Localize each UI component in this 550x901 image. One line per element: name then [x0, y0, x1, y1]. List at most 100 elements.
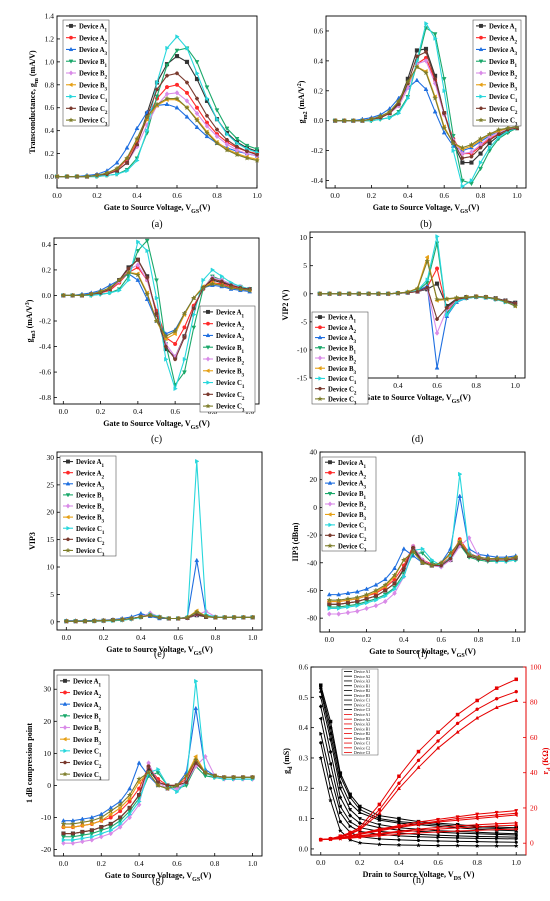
- legend-label: Device C3: [338, 543, 367, 553]
- data-point: [494, 824, 499, 828]
- data-point: [413, 63, 420, 70]
- data-point: [414, 285, 421, 292]
- data-point: [60, 820, 67, 827]
- y-tick-label: 0.3: [299, 753, 309, 762]
- data-point: [359, 117, 366, 124]
- chart-panel-g: 0.0 0.2 0.4 0.6 0.8 1.0 -20 -10 0 10 20 30 Gate to S…: [25, 669, 263, 886]
- data-point: [460, 184, 466, 189]
- x-tick-label: 0.2: [92, 191, 102, 200]
- y-right-tick-label: 40: [530, 768, 538, 777]
- data-point: [494, 843, 500, 849]
- data-point: [453, 294, 460, 301]
- data-point: [91, 617, 98, 624]
- data-point: [204, 133, 210, 139]
- plot-frame: [319, 451, 526, 633]
- x-tick-label: 0.8: [210, 859, 220, 868]
- data-point: [434, 266, 440, 271]
- legend-label: Device A3: [79, 47, 107, 57]
- data-point: [126, 266, 131, 271]
- data-point: [61, 837, 67, 843]
- data-point: [514, 836, 519, 842]
- legend-label: Device C1: [328, 376, 357, 386]
- data-point: [428, 562, 435, 569]
- data-point: [395, 98, 402, 104]
- data-point: [175, 615, 182, 622]
- x-tick-label: 1.0: [248, 859, 258, 868]
- data-point: [382, 598, 388, 605]
- data-point: [155, 782, 161, 788]
- data-point: [350, 117, 357, 124]
- data-point: [328, 761, 332, 767]
- data-point: [416, 749, 421, 754]
- data-point: [220, 273, 225, 279]
- data-point: [145, 275, 150, 280]
- y-tick-label: 30: [44, 685, 52, 694]
- x-tick-label: 0.6: [432, 381, 442, 390]
- data-point: [154, 87, 160, 92]
- data-point: [372, 587, 379, 593]
- legend-label: Device C2: [338, 533, 367, 543]
- data-point: [184, 104, 190, 111]
- data-point: [318, 741, 323, 745]
- data-point: [164, 73, 170, 78]
- data-point: [61, 840, 66, 846]
- data-point: [144, 238, 150, 244]
- legend-label: Device B1: [338, 491, 366, 501]
- legend-label: Device A2: [216, 321, 244, 331]
- data-point: [224, 138, 230, 142]
- data-point: [182, 335, 187, 340]
- x-tick-label: 0.2: [362, 635, 372, 644]
- data-point: [432, 32, 438, 37]
- data-point: [80, 835, 86, 841]
- data-point: [174, 95, 180, 102]
- data-point: [89, 821, 94, 827]
- data-point: [460, 160, 465, 165]
- legend-label: Device A1: [354, 670, 370, 674]
- data-point: [109, 617, 116, 623]
- data-point: [182, 370, 187, 375]
- data-point: [496, 132, 501, 136]
- data-point: [475, 707, 479, 712]
- legend-marker: [206, 309, 210, 314]
- x-axis-label: Gate to Source Voltage, VGS(V): [105, 871, 212, 883]
- x-tick-label: 0.4: [399, 635, 409, 644]
- x-tick-label: 0.0: [325, 635, 335, 644]
- legend-label: Device A3: [76, 481, 104, 491]
- legend-label: Device C1: [76, 526, 105, 536]
- legend-marker: [68, 46, 74, 52]
- data-point: [357, 840, 363, 846]
- data-point: [231, 614, 238, 620]
- data-point: [434, 365, 440, 370]
- data-point: [396, 825, 401, 830]
- legend-label: Device B2: [354, 689, 370, 693]
- x-tick-label: 0.8: [472, 858, 482, 867]
- y-axis-label: Transconductance, gm (mA/V): [28, 50, 40, 154]
- x-tick-label: 0.0: [330, 191, 340, 200]
- data-point: [373, 602, 379, 609]
- data-point: [224, 126, 230, 132]
- data-point: [514, 698, 519, 702]
- data-point: [154, 295, 160, 301]
- data-point: [475, 698, 479, 703]
- legend-label: Device B1: [354, 684, 370, 688]
- data-point: [156, 614, 163, 620]
- data-point: [469, 181, 474, 187]
- data-point: [451, 148, 456, 154]
- legend-label: Device A3: [73, 702, 101, 712]
- data-point: [336, 591, 342, 597]
- data-point: [458, 471, 463, 477]
- data-point: [455, 818, 460, 823]
- data-point: [175, 789, 180, 795]
- legend-label: Device A3: [328, 335, 356, 345]
- legend-marker: [63, 760, 67, 765]
- data-point: [454, 828, 461, 834]
- y-tick-label: -0.8: [39, 393, 51, 402]
- data-point: [165, 615, 172, 622]
- legend-label: Device A3: [489, 47, 517, 57]
- y-axis-label: IIP3 (dBm): [291, 522, 300, 561]
- data-point: [174, 90, 180, 96]
- data-point: [214, 133, 220, 140]
- data-point: [191, 306, 196, 311]
- data-point: [447, 549, 454, 556]
